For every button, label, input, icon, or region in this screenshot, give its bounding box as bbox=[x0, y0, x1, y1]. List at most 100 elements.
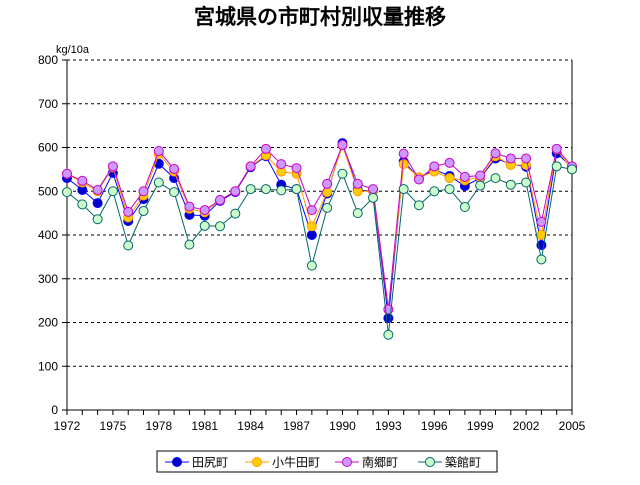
x-tick-label: 2002 bbox=[513, 419, 540, 433]
data-point bbox=[260, 184, 271, 195]
data-point bbox=[138, 205, 149, 216]
data-point bbox=[322, 202, 333, 213]
data-point bbox=[398, 184, 409, 195]
data-point bbox=[107, 161, 118, 172]
data-point bbox=[567, 164, 577, 175]
data-point bbox=[368, 184, 379, 195]
data-point bbox=[536, 216, 547, 227]
data-point bbox=[306, 205, 317, 216]
data-point bbox=[475, 170, 486, 181]
x-tick-label: 1978 bbox=[145, 419, 172, 433]
legend-swatch-marker bbox=[425, 457, 435, 467]
x-tick-label: 1984 bbox=[237, 419, 264, 433]
data-point bbox=[306, 230, 317, 240]
y-tick-label: 800 bbox=[38, 53, 58, 67]
x-tick-label: 1996 bbox=[421, 419, 448, 433]
data-point bbox=[475, 180, 486, 191]
data-point bbox=[429, 186, 440, 197]
y-tick-label: 400 bbox=[38, 228, 58, 242]
axes: 0 100 200 300 400 500 600 700 800 1972 1975 1978 198… bbox=[38, 53, 586, 433]
x-tick-label: 1975 bbox=[100, 419, 127, 433]
data-point bbox=[337, 168, 348, 179]
series-line bbox=[66, 165, 573, 335]
x-tick-label: 1987 bbox=[283, 419, 310, 433]
y-tick-label: 200 bbox=[38, 316, 58, 330]
data-point bbox=[322, 178, 333, 189]
y-tick-label: 0 bbox=[51, 403, 58, 417]
legend-label: 南郷町 bbox=[362, 455, 398, 470]
data-point bbox=[459, 171, 470, 182]
data-point bbox=[92, 214, 103, 225]
data-point bbox=[77, 175, 88, 186]
legend-swatch-marker bbox=[172, 457, 182, 467]
y-axis-unit-label: kg/10a bbox=[56, 44, 90, 56]
data-point bbox=[230, 186, 241, 197]
data-point bbox=[153, 146, 164, 156]
data-point bbox=[383, 329, 394, 340]
x-tick-label: 1999 bbox=[467, 419, 494, 433]
data-point bbox=[230, 208, 241, 219]
data-point bbox=[368, 192, 379, 203]
data-point bbox=[398, 159, 409, 170]
y-tick-label: 700 bbox=[38, 97, 58, 111]
x-tick-label: 1972 bbox=[54, 419, 81, 433]
data-point bbox=[199, 220, 210, 231]
data-point bbox=[505, 153, 516, 164]
chart-title: 宮城県の市町村別収量推移 bbox=[194, 5, 446, 29]
data-point bbox=[429, 161, 440, 172]
data-point bbox=[551, 143, 562, 154]
data-point bbox=[521, 177, 532, 188]
data-point bbox=[398, 148, 409, 159]
x-tick-label: 1993 bbox=[375, 419, 402, 433]
data-point bbox=[62, 187, 72, 198]
data-point bbox=[291, 163, 302, 174]
x-tick-label: 2005 bbox=[559, 419, 586, 433]
data-point bbox=[123, 206, 134, 217]
data-point bbox=[444, 173, 455, 184]
data-point bbox=[505, 179, 516, 190]
data-point bbox=[184, 201, 195, 212]
data-point bbox=[459, 202, 470, 212]
data-point bbox=[62, 168, 72, 179]
data-point bbox=[536, 254, 547, 265]
series-小牛田町 bbox=[62, 140, 577, 315]
data-point bbox=[306, 221, 317, 232]
data-point bbox=[352, 208, 363, 219]
y-tick-label: 500 bbox=[38, 184, 58, 198]
data-point bbox=[444, 157, 455, 168]
data-point bbox=[490, 148, 501, 159]
y-tick-label: 600 bbox=[38, 141, 58, 155]
data-point bbox=[291, 184, 302, 195]
y-tick-label: 300 bbox=[38, 272, 58, 286]
legend-label: 田尻町 bbox=[192, 456, 228, 470]
series-築館町 bbox=[62, 161, 577, 340]
data-point bbox=[276, 159, 287, 170]
data-point bbox=[107, 186, 118, 197]
data-point bbox=[138, 186, 149, 197]
data-point bbox=[551, 161, 562, 172]
legend-label: 築館町 bbox=[445, 455, 481, 470]
data-point bbox=[306, 260, 317, 271]
data-point bbox=[337, 139, 348, 150]
data-point bbox=[169, 163, 180, 174]
series-田尻町 bbox=[62, 138, 577, 324]
data-point bbox=[199, 205, 210, 216]
data-point bbox=[77, 199, 88, 210]
data-point bbox=[215, 221, 226, 232]
series-南郷町 bbox=[62, 139, 577, 315]
data-point bbox=[215, 195, 226, 205]
data-point bbox=[383, 313, 394, 324]
legend-swatch-marker bbox=[252, 457, 262, 467]
data-point bbox=[153, 177, 164, 188]
legend-label: 小牛田町 bbox=[272, 455, 320, 470]
gridlines bbox=[67, 59, 572, 367]
x-tick-label: 1990 bbox=[329, 419, 356, 433]
data-point bbox=[260, 143, 271, 154]
data-point bbox=[352, 178, 363, 189]
legend-box bbox=[156, 450, 498, 473]
data-point bbox=[413, 174, 424, 185]
data-point bbox=[169, 187, 180, 198]
data-point bbox=[184, 239, 195, 250]
series-line bbox=[66, 143, 573, 310]
